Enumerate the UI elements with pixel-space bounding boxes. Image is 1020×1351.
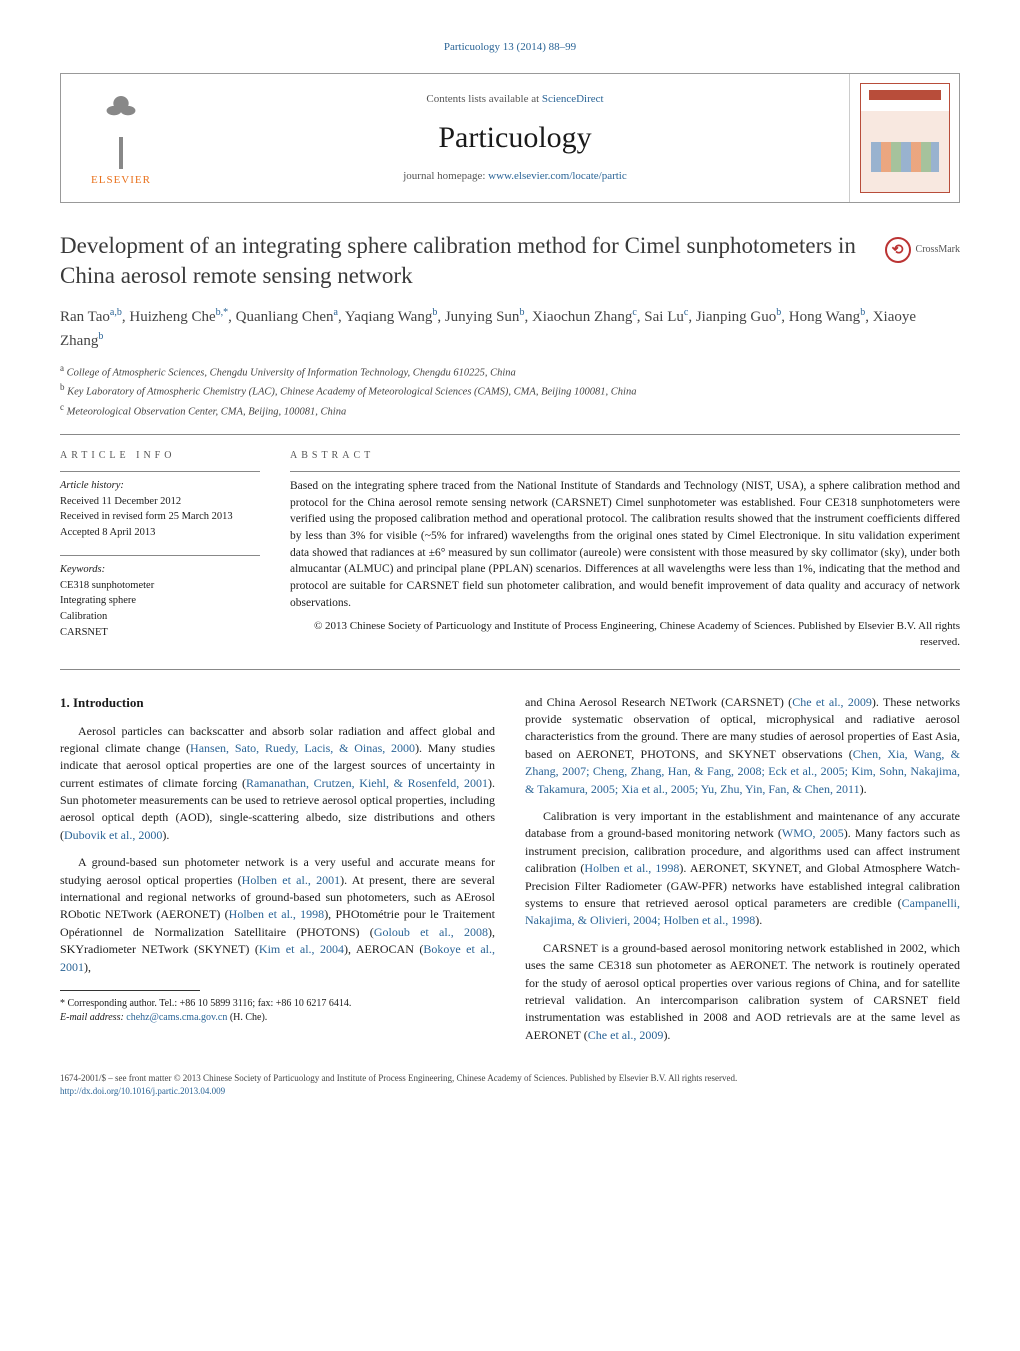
- publisher-logo-block: ELSEVIER: [61, 89, 181, 188]
- citation[interactable]: Che et al., 2009: [792, 695, 872, 709]
- citation[interactable]: Holben et al., 1998: [584, 861, 679, 875]
- journal-header: ELSEVIER Contents lists available at Sci…: [60, 73, 960, 203]
- left-column: 1. Introduction Aerosol particles can ba…: [60, 694, 495, 1054]
- separator-rule: [60, 434, 960, 435]
- homepage-link[interactable]: www.elsevier.com/locate/partic: [488, 170, 627, 182]
- crossmark-badge[interactable]: ⟲ CrossMark: [885, 237, 960, 263]
- citation[interactable]: Ramanathan, Crutzen, Kiehl, & Rosenfeld,…: [246, 776, 488, 790]
- cover-thumbnail-block: [849, 74, 959, 202]
- history-revised: Received in revised form 25 March 2013: [60, 509, 260, 525]
- email-link[interactable]: chehz@cams.cma.gov.cn: [126, 1012, 227, 1023]
- abstract-body: Based on the integrating sphere traced f…: [290, 478, 960, 611]
- abstract-rule: [290, 471, 960, 472]
- affiliations: a College of Atmospheric Sciences, Cheng…: [60, 362, 960, 420]
- info-rule: [60, 555, 260, 556]
- publisher-label: ELSEVIER: [91, 173, 151, 188]
- citation[interactable]: Hansen, Sato, Ruedy, Lacis, & Oinas, 200…: [190, 741, 415, 755]
- contents-prefix: Contents lists available at: [426, 93, 541, 105]
- footer-copyright: 1674-2001/$ – see front matter © 2013 Ch…: [60, 1072, 960, 1097]
- journal-reference: Particuology 13 (2014) 88–99: [60, 40, 960, 55]
- citation[interactable]: Che et al., 2009: [588, 1028, 664, 1042]
- author-list: Ran Taoa,b, Huizheng Cheb,*, Quanliang C…: [60, 305, 960, 352]
- abstract-block: ABSTRACT Based on the integrating sphere…: [290, 449, 960, 655]
- citation[interactable]: Kim et al., 2004: [259, 942, 344, 956]
- footnote-corresponding: * Corresponding author. Tel.: +86 10 589…: [60, 997, 495, 1011]
- abstract-heading: ABSTRACT: [290, 449, 960, 463]
- citation[interactable]: WMO, 2005: [782, 826, 844, 840]
- keyword: CARSNET: [60, 625, 260, 641]
- citation[interactable]: Goloub et al., 2008: [374, 925, 488, 939]
- intro-para-3: and China Aerosol Research NETwork (CARS…: [525, 694, 960, 798]
- abstract-copyright: © 2013 Chinese Society of Particuology a…: [290, 619, 960, 650]
- article-info-heading: ARTICLE INFO: [60, 449, 260, 463]
- section-heading-introduction: 1. Introduction: [60, 694, 495, 713]
- homepage-line: journal homepage: www.elsevier.com/locat…: [191, 169, 839, 184]
- homepage-prefix: journal homepage:: [403, 170, 488, 182]
- footnote-separator: [60, 990, 200, 991]
- keyword: Calibration: [60, 609, 260, 625]
- footnote-email-line: E-mail address: chehz@cams.cma.gov.cn (H…: [60, 1011, 495, 1025]
- keywords-label: Keywords:: [60, 562, 260, 578]
- history-label: Article history:: [60, 478, 260, 494]
- keywords-block: Keywords: CE318 sunphotometer Integratin…: [60, 562, 260, 641]
- header-center: Contents lists available at ScienceDirec…: [181, 82, 849, 195]
- crossmark-label: CrossMark: [916, 243, 960, 257]
- citation[interactable]: Dubovik et al., 2000: [64, 828, 162, 842]
- intro-para-1: Aerosol particles can backscatter and ab…: [60, 723, 495, 845]
- article-title: Development of an integrating sphere cal…: [60, 231, 865, 291]
- footer-issn: 1674-2001/$ – see front matter © 2013 Ch…: [60, 1072, 960, 1085]
- separator-rule: [60, 669, 960, 670]
- intro-para-4: Calibration is very important in the est…: [525, 808, 960, 930]
- history-accepted: Accepted 8 April 2013: [60, 525, 260, 541]
- journal-name: Particuology: [191, 117, 839, 159]
- sciencedirect-link[interactable]: ScienceDirect: [542, 93, 604, 105]
- affiliation-a: a College of Atmospheric Sciences, Cheng…: [60, 362, 960, 381]
- keyword: Integrating sphere: [60, 593, 260, 609]
- journal-cover-icon: [860, 83, 950, 193]
- contents-line: Contents lists available at ScienceDirec…: [191, 92, 839, 107]
- crossmark-icon: ⟲: [885, 237, 911, 263]
- affiliation-c: c Meteorological Observation Center, CMA…: [60, 401, 960, 420]
- intro-para-2: A ground-based sun photometer network is…: [60, 854, 495, 976]
- affiliation-b: b Key Laboratory of Atmospheric Chemistr…: [60, 381, 960, 400]
- doi-link[interactable]: http://dx.doi.org/10.1016/j.partic.2013.…: [60, 1086, 225, 1096]
- body-columns: 1. Introduction Aerosol particles can ba…: [60, 694, 960, 1054]
- citation[interactable]: Holben et al., 2001: [242, 873, 340, 887]
- intro-para-5: CARSNET is a ground-based aerosol monito…: [525, 940, 960, 1044]
- elsevier-tree-icon: [86, 89, 156, 169]
- citation[interactable]: Holben et al., 1998: [229, 907, 325, 921]
- info-rule: [60, 471, 260, 472]
- article-info-sidebar: ARTICLE INFO Article history: Received 1…: [60, 449, 260, 655]
- history-received: Received 11 December 2012: [60, 494, 260, 510]
- right-column: and China Aerosol Research NETwork (CARS…: [525, 694, 960, 1054]
- article-history: Article history: Received 11 December 20…: [60, 478, 260, 541]
- keyword: CE318 sunphotometer: [60, 578, 260, 594]
- corresponding-author-footnote: * Corresponding author. Tel.: +86 10 589…: [60, 997, 495, 1025]
